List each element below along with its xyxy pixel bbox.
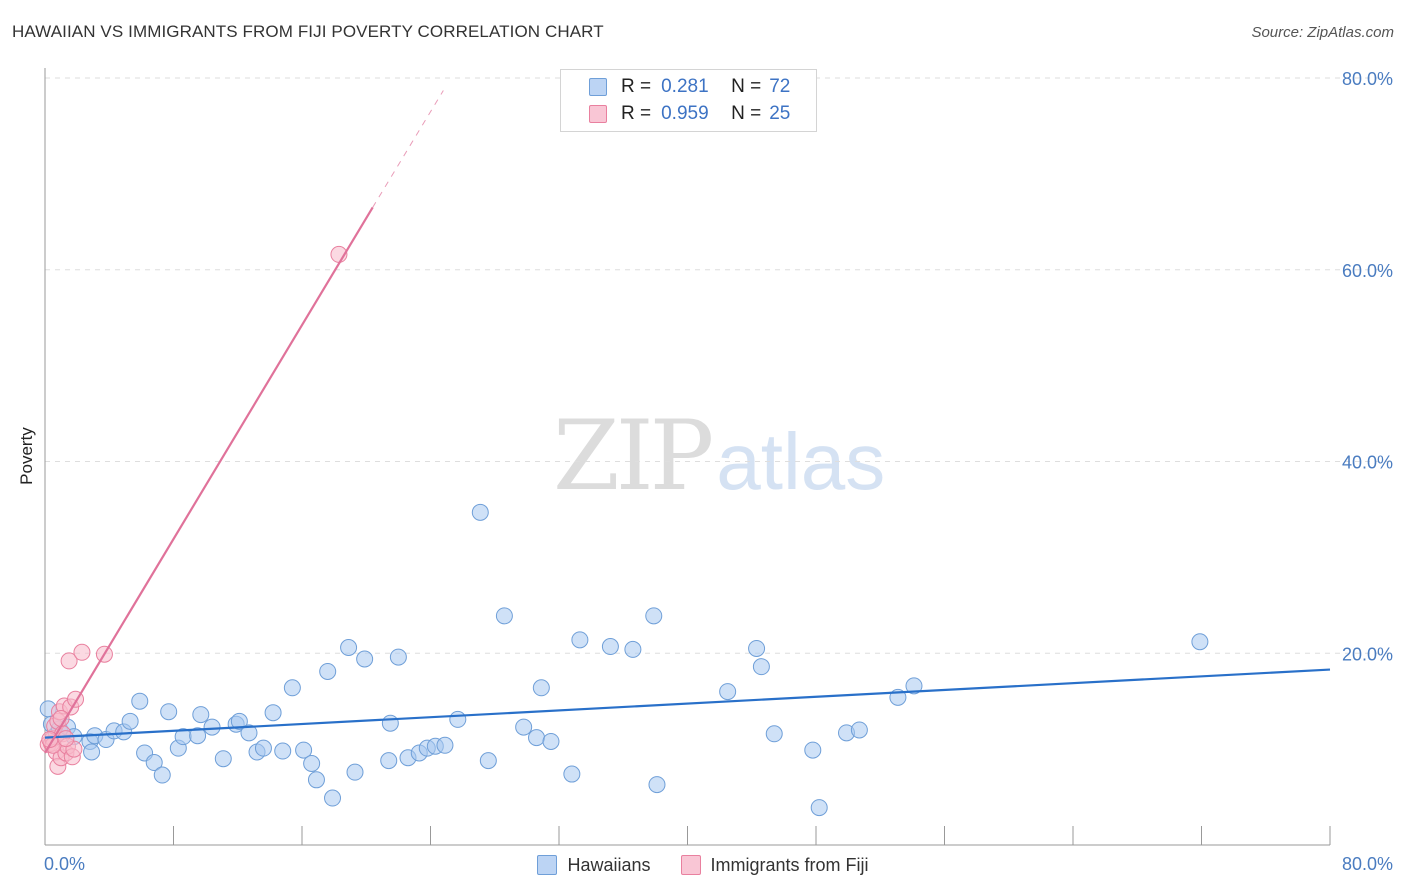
point-hawaiians: [752, 658, 770, 676]
points-layer: [39, 245, 1209, 817]
x-tick-label: 0.0%: [44, 854, 85, 874]
point-hawaiians: [804, 741, 822, 759]
point-hawaiians: [571, 631, 589, 649]
stats-legend: R = 0.281 N = 72 R = 0.959 N = 25: [560, 69, 817, 132]
point-hawaiians: [340, 638, 358, 656]
legend-n-value: 25: [769, 103, 791, 124]
point-hawaiians: [542, 732, 560, 750]
point-hawaiians: [528, 729, 546, 747]
y-tick-label: 60.0%: [1342, 261, 1393, 281]
point-hawaiians: [765, 725, 783, 743]
legend-swatch-hawaiians: [589, 78, 607, 96]
grid-layer: [45, 77, 1395, 654]
point-fiji: [57, 730, 75, 748]
point-hawaiians: [214, 750, 232, 768]
legend-n-label: N =: [731, 76, 762, 97]
point-hawaiians: [381, 714, 399, 732]
trend-line-hawaiians: [44, 668, 1331, 739]
point-hawaiians: [1191, 633, 1209, 651]
series-label-fiji: Immigrants from Fiji: [710, 854, 869, 875]
legend-row-fiji: R = 0.959 N = 25: [589, 102, 790, 126]
point-hawaiians: [192, 706, 210, 724]
point-hawaiians: [532, 679, 550, 697]
legend-swatch-fiji: [589, 105, 607, 123]
point-hawaiians: [648, 776, 666, 794]
legend-row-hawaiians: R = 0.281 N = 72: [589, 75, 790, 99]
point-hawaiians: [479, 752, 497, 770]
point-fiji: [60, 652, 78, 670]
trend-extension-fiji: [372, 90, 444, 208]
point-hawaiians: [295, 741, 313, 759]
point-hawaiians: [254, 739, 272, 757]
legend-n-label: N =: [731, 103, 762, 124]
point-hawaiians: [346, 763, 364, 781]
y-tick-label: 20.0%: [1342, 644, 1393, 664]
legend-r-value: 0.959: [661, 103, 709, 124]
point-hawaiians: [810, 799, 828, 817]
point-hawaiians: [230, 712, 248, 730]
point-hawaiians: [515, 718, 533, 736]
point-hawaiians: [748, 639, 766, 657]
y-tick-label: 40.0%: [1342, 453, 1393, 473]
point-fiji: [73, 643, 91, 661]
point-hawaiians: [319, 662, 337, 680]
trend-layer: [44, 90, 1331, 754]
point-hawaiians: [203, 718, 221, 736]
point-hawaiians: [283, 679, 301, 697]
point-fiji: [41, 731, 59, 749]
chart-title: HAWAIIAN VS IMMIGRANTS FROM FIJI POVERTY…: [12, 22, 604, 41]
point-hawaiians: [356, 650, 374, 668]
trend-line-fiji: [44, 206, 374, 754]
point-hawaiians: [563, 765, 581, 783]
x-tick-label: 80.0%: [1342, 854, 1393, 874]
point-hawaiians: [380, 752, 398, 770]
point-hawaiians: [307, 771, 325, 789]
series-legend-fiji[interactable]: Immigrants from Fiji: [680, 854, 869, 876]
point-hawaiians: [389, 648, 407, 666]
series-swatch-hawaiians: [537, 855, 558, 875]
point-hawaiians: [436, 736, 454, 754]
point-hawaiians: [121, 712, 139, 730]
point-hawaiians: [274, 742, 292, 760]
point-hawaiians: [189, 727, 207, 745]
point-hawaiians: [719, 683, 737, 701]
y-tick-label: 80.0%: [1342, 69, 1393, 89]
point-hawaiians: [601, 638, 619, 656]
point-hawaiians: [471, 503, 489, 521]
point-hawaiians: [850, 721, 868, 739]
point-hawaiians: [449, 710, 467, 728]
series-legend: Hawaiians Immigrants from Fiji: [0, 852, 1406, 878]
legend-r-value: 0.281: [661, 76, 709, 97]
point-hawaiians: [83, 743, 101, 761]
point-hawaiians: [495, 607, 513, 625]
point-hawaiians: [153, 766, 171, 784]
legend-r-label: R =: [621, 103, 652, 124]
point-hawaiians: [240, 724, 258, 742]
labels-layer: 20.0% 40.0% 60.0% 80.0% 0.0% 80.0%: [44, 69, 1393, 874]
point-hawaiians: [160, 703, 178, 721]
series-swatch-fiji: [680, 855, 701, 875]
point-hawaiians: [645, 607, 663, 625]
legend-r-label: R =: [621, 76, 652, 97]
point-hawaiians: [303, 755, 321, 773]
point-hawaiians: [324, 789, 342, 807]
source-label: Source: ZipAtlas.com: [1251, 24, 1394, 41]
series-label-hawaiians: Hawaiians: [567, 854, 651, 875]
legend-n-value: 72: [769, 76, 791, 97]
point-hawaiians: [624, 640, 642, 658]
point-hawaiians: [145, 754, 163, 772]
series-legend-hawaiians[interactable]: Hawaiians: [537, 854, 651, 876]
point-hawaiians: [264, 704, 282, 722]
point-hawaiians: [905, 677, 923, 695]
point-hawaiians: [131, 692, 149, 710]
